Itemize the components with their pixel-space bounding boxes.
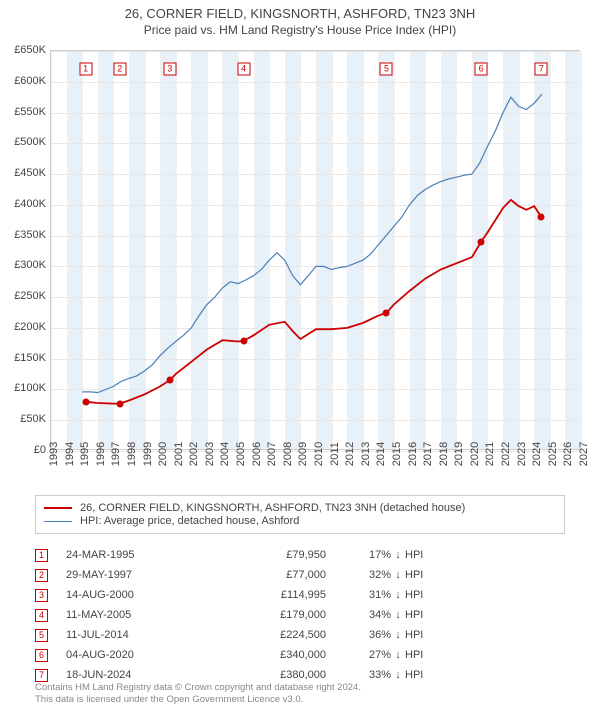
footer-line-2: This data is licensed under the Open Gov… [35,694,361,706]
cell-hpi: HPI [405,629,435,641]
y-tick-label: £650K [0,44,46,56]
chart-container: 26, CORNER FIELD, KINGSNORTH, ASHFORD, T… [0,0,600,710]
legend-item: 26, CORNER FIELD, KINGSNORTH, ASHFORD, T… [44,502,556,514]
legend-swatch [44,507,72,509]
y-tick-label: £50K [0,413,46,425]
series-hpi [82,94,542,392]
cell-price: £224,500 [216,629,326,641]
row-marker: 5 [35,629,48,642]
cell-hpi: HPI [405,609,435,621]
y-tick-label: £600K [0,75,46,87]
sale-marker-label: 1 [79,63,92,76]
plot-region: 1 2 3 4 5 6 7 [50,50,580,450]
cell-price: £77,000 [216,569,326,581]
table-row: 5 11-JUL-2014£224,50036%↓HPI [35,625,435,645]
down-arrow-icon: ↓ [391,589,405,601]
down-arrow-icon: ↓ [391,569,405,581]
sale-marker-label: 5 [380,63,393,76]
cell-hpi: HPI [405,649,435,661]
table-row: 1 24-MAR-1995£79,95017%↓HPI [35,545,435,565]
y-tick-label: £400K [0,198,46,210]
sales-table: 124-MAR-1995£79,95017%↓HPI229-MAY-1997£7… [35,545,435,685]
down-arrow-icon: ↓ [391,649,405,661]
cell-pct: 32% [326,569,391,581]
y-tick-label: £350K [0,229,46,241]
cell-date: 04-AUG-2020 [66,649,216,661]
legend-label: 26, CORNER FIELD, KINGSNORTH, ASHFORD, T… [80,502,465,514]
cell-date: 18-JUN-2024 [66,669,216,681]
chart-area: 1234567 £0£50K£100K£150K£200K£250K£300K£… [50,50,580,450]
cell-date: 24-MAR-1995 [66,549,216,561]
row-marker: 3 [35,589,48,602]
cell-date: 11-MAY-2005 [66,609,216,621]
sale-marker-label: 7 [535,63,548,76]
cell-pct: 17% [326,549,391,561]
cell-price: £179,000 [216,609,326,621]
cell-price: £114,995 [216,589,326,601]
cell-date: 11-JUL-2014 [66,629,216,641]
sale-marker-label: 6 [475,63,488,76]
footer-attribution: Contains HM Land Registry data © Crown c… [35,682,361,706]
cell-hpi: HPI [405,669,435,681]
legend: 26, CORNER FIELD, KINGSNORTH, ASHFORD, T… [35,495,565,534]
row-marker: 6 [35,649,48,662]
cell-hpi: HPI [405,549,435,561]
y-tick-label: £500K [0,136,46,148]
sale-point [82,398,89,405]
cell-pct: 31% [326,589,391,601]
row-marker: 7 [35,669,48,682]
down-arrow-icon: ↓ [391,609,405,621]
sale-marker-label: 4 [237,63,250,76]
chart-subtitle: Price paid vs. HM Land Registry's House … [0,23,600,37]
y-tick-label: £100K [0,382,46,394]
sale-point [478,238,485,245]
cell-price: £79,950 [216,549,326,561]
sale-marker-label: 2 [113,63,126,76]
cell-date: 29-MAY-1997 [66,569,216,581]
chart-title: 26, CORNER FIELD, KINGSNORTH, ASHFORD, T… [0,6,600,21]
title-block: 26, CORNER FIELD, KINGSNORTH, ASHFORD, T… [0,0,600,37]
cell-price: £340,000 [216,649,326,661]
line-layer [51,51,581,451]
down-arrow-icon: ↓ [391,629,405,641]
cell-hpi: HPI [405,569,435,581]
y-tick-label: £300K [0,259,46,271]
series-property [86,200,542,404]
cell-pct: 33% [326,669,391,681]
row-marker: 4 [35,609,48,622]
sale-point [538,214,545,221]
cell-pct: 27% [326,649,391,661]
sale-marker-label: 3 [163,63,176,76]
table-row: 2 29-MAY-1997£77,00032%↓HPI [35,565,435,585]
table-row: 4 11-MAY-2005£179,00034%↓HPI [35,605,435,625]
y-tick-label: £150K [0,352,46,364]
sale-point [240,337,247,344]
y-tick-label: £0 [0,444,46,456]
down-arrow-icon: ↓ [391,549,405,561]
cell-hpi: HPI [405,589,435,601]
cell-price: £380,000 [216,669,326,681]
y-tick-label: £200K [0,321,46,333]
y-tick-label: £450K [0,167,46,179]
gridline-v [581,51,582,449]
sale-point [116,400,123,407]
sale-point [166,377,173,384]
footer-line-1: Contains HM Land Registry data © Crown c… [35,682,361,694]
legend-label: HPI: Average price, detached house, Ashf… [80,515,299,527]
table-row: 3 14-AUG-2000£114,99531%↓HPI [35,585,435,605]
legend-swatch [44,521,72,522]
table-row: 6 04-AUG-2020£340,00027%↓HPI [35,645,435,665]
y-tick-label: £250K [0,290,46,302]
down-arrow-icon: ↓ [391,669,405,681]
row-marker: 2 [35,569,48,582]
cell-date: 14-AUG-2000 [66,589,216,601]
legend-item: HPI: Average price, detached house, Ashf… [44,515,556,527]
cell-pct: 36% [326,629,391,641]
sale-point [383,309,390,316]
cell-pct: 34% [326,609,391,621]
y-tick-label: £550K [0,106,46,118]
row-marker: 1 [35,549,48,562]
